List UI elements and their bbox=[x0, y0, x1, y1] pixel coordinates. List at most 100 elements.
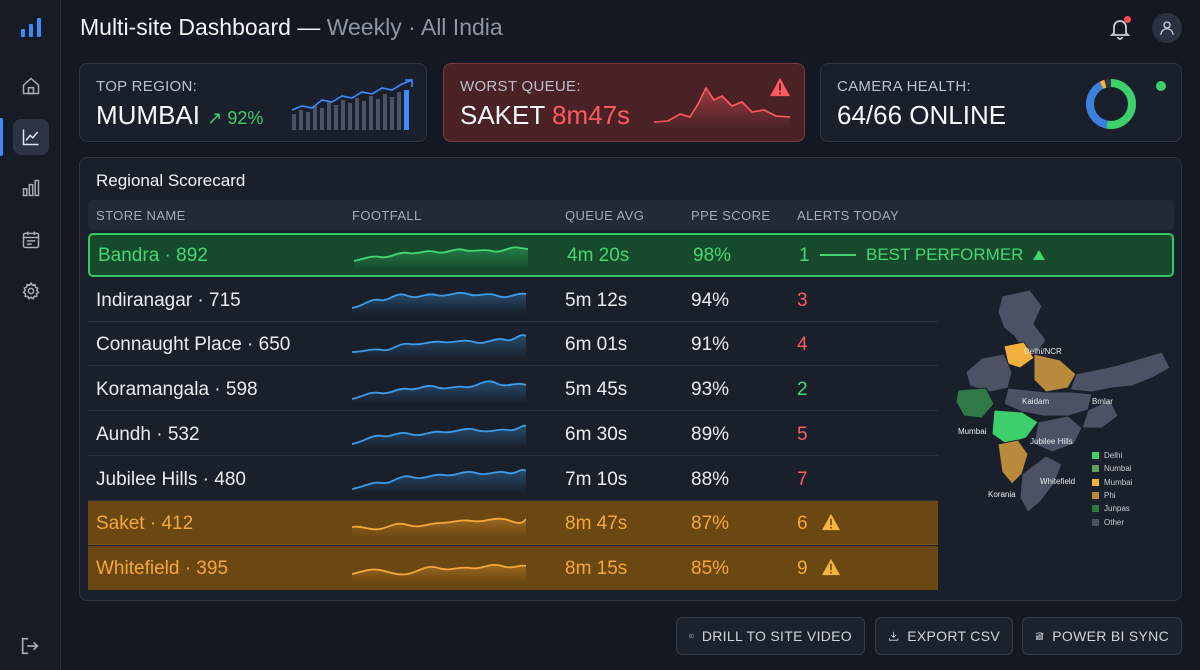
alerts-today: 2 bbox=[797, 379, 808, 401]
store-name: Koramangala · 598 bbox=[96, 379, 258, 401]
legend-swatch bbox=[1092, 492, 1099, 500]
export-csv-button[interactable]: EXPORT CSV bbox=[875, 617, 1013, 655]
kpi-top-region[interactable]: TOP REGION: MUMBAI ↗ 92% bbox=[79, 63, 427, 142]
queue-avg: 6m 01s bbox=[565, 334, 628, 356]
store-name: Saket · 412 bbox=[96, 513, 194, 535]
legend-item: Numbai bbox=[1092, 462, 1132, 475]
legend-label: Delhi bbox=[1104, 451, 1123, 461]
map-region-west bbox=[965, 353, 1013, 393]
footfall-sparkline bbox=[352, 380, 526, 404]
export-label: EXPORT CSV bbox=[907, 628, 1000, 644]
footfall-sparkline bbox=[352, 334, 526, 359]
sidebar-item-calendar[interactable] bbox=[13, 222, 49, 258]
legend-item: Junpas bbox=[1092, 502, 1132, 515]
legend-item: Mumbai bbox=[1092, 476, 1132, 489]
map-label-delhi: Delhi/NCR bbox=[1024, 347, 1062, 356]
table-row[interactable]: Whitefield · 395 8m 15s 85% 9 bbox=[88, 545, 938, 590]
powerbi-label: POWER BI SYNC bbox=[1052, 628, 1169, 644]
worst-queue-time: 8m47s bbox=[552, 100, 631, 130]
warning-icon bbox=[770, 77, 790, 97]
table-row[interactable]: Koramangala · 598 5m 45s 93% 2 bbox=[88, 367, 938, 412]
legend-label: Phi bbox=[1104, 491, 1116, 501]
drill-to-site-video-button[interactable]: DRILL TO SITE VIDEO bbox=[676, 617, 865, 655]
kpi-label: CAMERA HEALTH: bbox=[837, 78, 971, 95]
queue-avg: 4m 20s bbox=[567, 245, 630, 266]
legend-label: Junpas bbox=[1104, 504, 1130, 514]
top-region-change: ↗ 92% bbox=[207, 108, 264, 128]
top-region-name: MUMBAI bbox=[96, 100, 200, 130]
notification-dot bbox=[1124, 16, 1131, 23]
col-store-name[interactable]: STORE NAME bbox=[96, 208, 186, 223]
col-ppe-score[interactable]: PPE SCORE bbox=[691, 208, 771, 223]
legend-item: Delhi bbox=[1092, 449, 1132, 462]
user-icon bbox=[1160, 21, 1174, 35]
bar-chart-logo-icon bbox=[21, 18, 41, 37]
avatar[interactable] bbox=[1152, 13, 1182, 43]
kpi-label: WORST QUEUE: bbox=[460, 78, 581, 95]
map-label-whitefield: Whitefield bbox=[1040, 477, 1075, 486]
table-row[interactable]: Bandra · 892 4m 20s 98% 1 BEST PERFORMER bbox=[88, 233, 1174, 277]
table-row[interactable]: Aundh · 532 6m 30s 89% 5 bbox=[88, 412, 938, 456]
ppe-score: 91% bbox=[691, 334, 730, 356]
queue-avg: 5m 12s bbox=[565, 289, 628, 311]
map-region-maharashtra bbox=[991, 409, 1039, 445]
queue-avg: 8m 47s bbox=[565, 513, 628, 535]
legend-swatch bbox=[1092, 465, 1099, 473]
sidebar-item-home[interactable] bbox=[13, 68, 49, 104]
legend-item: Phi bbox=[1092, 489, 1132, 502]
power-bi-icon bbox=[1035, 632, 1044, 640]
queue-avg: 7m 10s bbox=[565, 468, 628, 490]
logout-icon[interactable] bbox=[19, 635, 41, 657]
top-region-sparkbars bbox=[291, 79, 413, 130]
alerts-today: 4 bbox=[797, 334, 808, 356]
map-label-mumbai: Mumbai bbox=[958, 427, 987, 436]
queue-avg: 5m 45s bbox=[565, 379, 628, 401]
map-region-odisha bbox=[1081, 399, 1119, 429]
legend-label: Mumbai bbox=[1104, 477, 1133, 487]
title-subtitle: Weekly · All India bbox=[326, 14, 503, 40]
map-label-bmlar: Bmlar bbox=[1092, 397, 1113, 406]
col-alerts-today[interactable]: ALERTS TODAY bbox=[797, 208, 900, 223]
ppe-score: 93% bbox=[691, 379, 730, 401]
video-play-icon bbox=[689, 634, 694, 638]
legend-label: Other bbox=[1104, 517, 1125, 527]
worst-queue-sparkline bbox=[654, 86, 791, 128]
kpi-camera-health[interactable]: CAMERA HEALTH: 64/66 ONLINE bbox=[820, 63, 1182, 142]
legend-swatch bbox=[1092, 518, 1099, 526]
gear-icon bbox=[22, 281, 40, 300]
sidebar-item-trends[interactable] bbox=[13, 119, 49, 155]
footfall-sparkline bbox=[352, 291, 526, 314]
warning-icon bbox=[822, 514, 840, 531]
triangle-up-icon bbox=[1033, 250, 1046, 260]
store-name: Whitefield · 395 bbox=[96, 557, 229, 579]
calendar-icon bbox=[22, 231, 40, 249]
kpi-worst-queue[interactable]: WORST QUEUE: SAKET 8m47s bbox=[443, 63, 805, 142]
bell-icon[interactable] bbox=[1108, 16, 1132, 40]
power-bi-sync-button[interactable]: POWER BI SYNC bbox=[1022, 617, 1182, 655]
alerts-today: 1 bbox=[799, 245, 810, 266]
title-main: Multi-site Dashboard — bbox=[80, 14, 321, 40]
map-region-east bbox=[1069, 351, 1171, 393]
india-map[interactable]: Delhi/NCR Kaidam Bmlar Mumbai Jubilee Hi… bbox=[942, 288, 1172, 523]
map-label-korania: Korania bbox=[988, 490, 1016, 499]
map-region-phi-a bbox=[1033, 353, 1077, 393]
col-footfall[interactable]: FOOTFALL bbox=[352, 208, 422, 223]
col-queue-avg[interactable]: QUEUE AVG bbox=[565, 208, 645, 223]
legend-swatch bbox=[1092, 505, 1099, 513]
store-name: Bandra · 892 bbox=[98, 245, 208, 266]
table-row[interactable]: Connaught Place · 650 6m 01s 91% 4 bbox=[88, 322, 938, 367]
store-name: Connaught Place · 650 bbox=[96, 334, 291, 356]
active-indicator bbox=[0, 118, 3, 156]
sidebar-item-analytics[interactable] bbox=[13, 170, 49, 206]
drill-label: DRILL TO SITE VIDEO bbox=[701, 628, 852, 644]
map-label-kaidam: Kaidam bbox=[1022, 397, 1049, 406]
map-region-gujarat bbox=[955, 387, 995, 419]
table-row[interactable]: Saket · 412 8m 47s 87% 6 bbox=[88, 501, 938, 546]
table-row[interactable]: Indiranagar · 715 5m 12s 94% 3 bbox=[88, 278, 938, 322]
map-region-south bbox=[1019, 455, 1063, 513]
map-region-north bbox=[997, 289, 1047, 353]
status-online-dot bbox=[1156, 81, 1166, 91]
sidebar-item-settings[interactable] bbox=[13, 273, 49, 309]
table-row[interactable]: Jubilee Hills · 480 7m 10s 88% 7 bbox=[88, 457, 938, 501]
warning-icon bbox=[822, 558, 840, 576]
